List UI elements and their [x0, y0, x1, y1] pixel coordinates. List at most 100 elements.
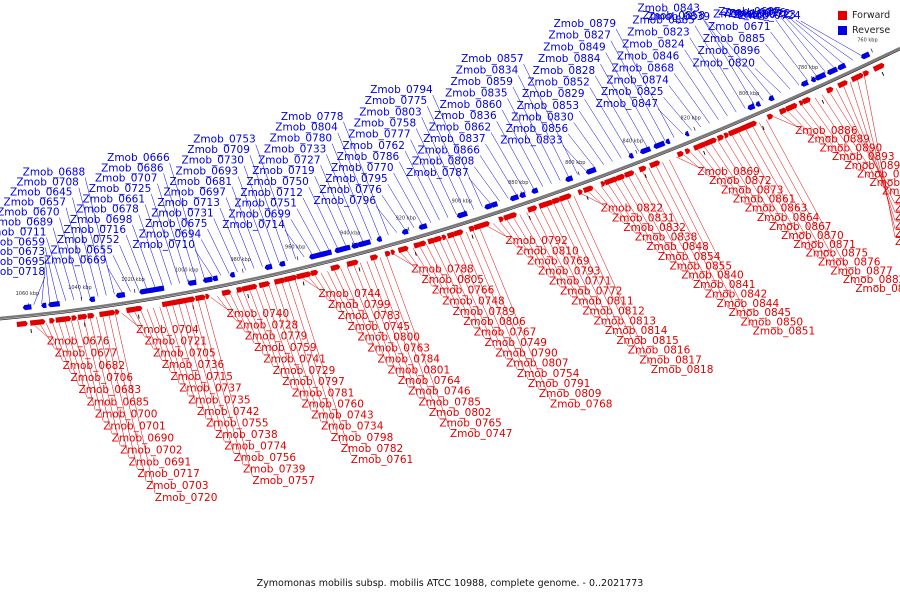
forward-gene-label: Zmob_0738 — [215, 429, 277, 441]
reverse-leader-line — [249, 155, 288, 262]
reverse-gene-label: Zmob_0733 — [264, 143, 326, 155]
forward-gene-label: Zmob_0769 — [527, 255, 589, 267]
forward-leader-line — [96, 316, 129, 458]
forward-gene-label: Zmob_0754 — [517, 368, 580, 380]
reverse-leader-line — [709, 21, 773, 98]
forward-gene-label: Zmob_0831 — [612, 212, 674, 224]
forward-gene-arrow — [81, 313, 88, 320]
forward-leader-line — [45, 323, 63, 361]
forward-gene-label: Zmob_0764 — [398, 375, 461, 387]
reverse-gene-arrow — [810, 76, 817, 83]
forward-leader-line — [83, 318, 112, 434]
reverse-leader-line — [207, 228, 230, 274]
reverse-leader-line — [337, 132, 381, 238]
forward-leader-line — [676, 156, 698, 168]
forward-leader-line — [64, 320, 87, 398]
reverse-gene-label: Zmob_0796 — [314, 195, 377, 207]
forward-gene-arrow — [527, 205, 538, 213]
reverse-gene-label: Zmob_0657 — [4, 197, 66, 209]
forward-gene-label: Zmob_0842 — [705, 289, 767, 301]
forward-gene-arrow — [413, 242, 421, 249]
reverse-gene-label: Zmob_0697 — [163, 186, 225, 198]
reverse-gene-label: Zmob_0780 — [270, 133, 332, 145]
reverse-gene-label: Zmob_0775 — [365, 95, 427, 107]
reverse-gene-label: Zmob_0825 — [601, 86, 663, 98]
forward-gene-label: Zmob_0814 — [605, 325, 668, 337]
scale-tick-inner — [358, 267, 361, 272]
forward-gene-arrow — [798, 100, 804, 106]
reverse-gene-arrow — [376, 236, 383, 242]
reverse-gene-label: Zmob_0828 — [533, 65, 595, 77]
scale-tick-label: 960 kbp — [285, 245, 305, 251]
reverse-gene-label: Zmob_0833 — [500, 135, 562, 147]
legend-reverse-label: Reverse — [852, 25, 891, 36]
forward-leader-line — [439, 240, 485, 339]
forward-leader-line — [486, 225, 506, 237]
forward-gene-label: Zmob_0799 — [328, 299, 390, 311]
reverse-gene-arrow — [155, 285, 165, 292]
forward-gene-label: Zmob_0893 — [832, 151, 894, 163]
forward-gene-label: Zmob_0771 — [549, 276, 611, 288]
reverse-gene-label: Zmob_0686 — [101, 162, 164, 174]
reverse-leader-line — [106, 265, 123, 294]
forward-gene-label: Zmob_0742 — [197, 406, 259, 418]
forward-leader-line — [526, 212, 572, 297]
scale-tick-inner — [644, 174, 647, 179]
forward-leader-line — [452, 235, 507, 359]
forward-leader-line — [566, 198, 640, 356]
forward-gene-label: Zmob_0875 — [806, 248, 868, 260]
reverse-gene-arrow — [89, 296, 96, 303]
forward-gene-arrow — [433, 235, 443, 243]
reverse-gene-label: Zmob_0724 — [738, 10, 801, 22]
forward-gene-label: Zmob_0740 — [227, 308, 289, 320]
forward-leader-line — [165, 305, 198, 408]
reverse-leader-line — [399, 161, 432, 223]
forward-gene-arrow — [19, 320, 28, 327]
forward-gene-arrow — [369, 254, 378, 261]
forward-gene-label: Zmob_0895 — [857, 169, 900, 181]
strand-legend: Forward Reverse — [838, 8, 900, 38]
forward-leader-line — [197, 299, 244, 465]
reverse-gene-arrow — [768, 95, 775, 102]
reverse-leader-line — [679, 61, 719, 120]
reverse-leader-line — [759, 55, 791, 90]
reverse-gene-label: Zmob_0655 — [51, 244, 113, 256]
forward-gene-label: Zmob_0702 — [120, 444, 182, 456]
reverse-leader-line — [785, 17, 836, 69]
forward-gene-label: Zmob_0898 — [855, 283, 900, 295]
forward-gene-label: Zmob_0756 — [234, 452, 297, 464]
reverse-leader-line — [578, 110, 613, 162]
forward-leader-line — [648, 167, 717, 300]
forward-gene-label: Zmob_0812 — [582, 305, 644, 317]
reverse-leader-line — [138, 214, 164, 287]
reverse-leader-line — [479, 155, 509, 199]
forward-leader-line — [539, 207, 594, 317]
reverse-leader-line — [432, 94, 483, 207]
forward-leader-line — [465, 231, 529, 380]
forward-gene-arrow — [693, 144, 701, 151]
reverse-gene-label: Zmob_0727 — [258, 154, 320, 166]
reverse-leader-line — [594, 75, 640, 152]
forward-gene-label: Zmob_0816 — [628, 345, 691, 357]
forward-gene-label: Zmob_0772 — [560, 286, 622, 298]
forward-gene-label: Zmob_0797 — [282, 376, 344, 388]
forward-leader-line — [459, 233, 518, 369]
reverse-gene-arrow — [361, 239, 372, 247]
reverse-leader-line — [790, 18, 845, 65]
forward-gene-label: Zmob_0854 — [658, 251, 721, 263]
reverse-gene-label: Zmob_0712 — [240, 187, 302, 199]
forward-gene-arrow — [427, 237, 436, 245]
reverse-leader-line — [699, 13, 755, 105]
forward-gene-label: Zmob_0757 — [252, 475, 314, 487]
reverse-leader-line — [663, 97, 693, 131]
reverse-leader-line — [485, 143, 518, 196]
forward-gene-label: Zmob_0894 — [844, 160, 900, 172]
forward-leader-line — [710, 142, 758, 213]
forward-gene-arrow — [330, 264, 341, 272]
forward-swatch — [838, 11, 847, 20]
reverse-leader-line — [474, 166, 500, 202]
forward-leader-line — [393, 253, 412, 265]
forward-gene-label: Zmob_0818 — [651, 364, 713, 376]
forward-gene-label: Zmob_0748 — [442, 295, 504, 307]
reverse-gene-arrow — [747, 103, 756, 111]
